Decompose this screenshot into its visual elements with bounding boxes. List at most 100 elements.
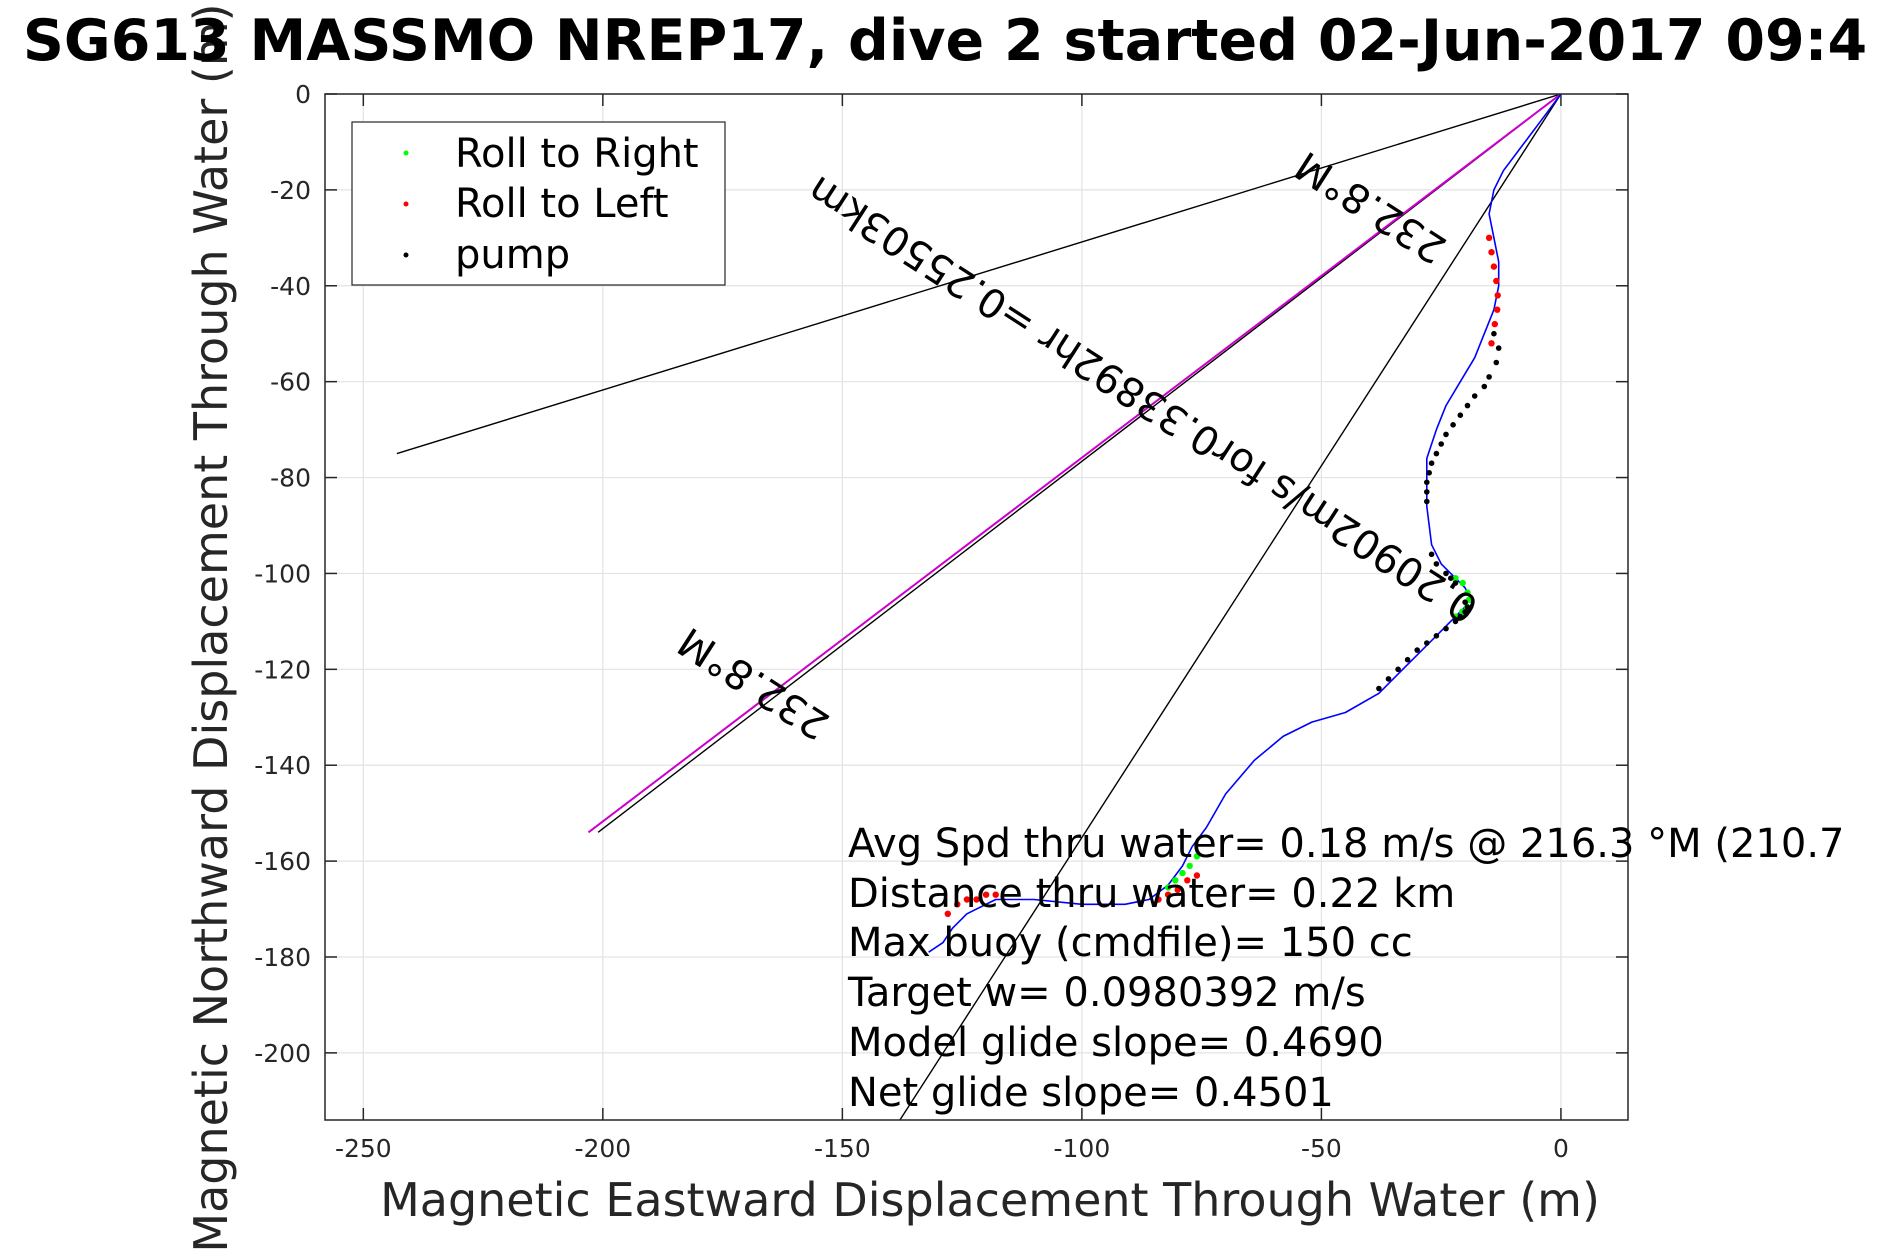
pump-point — [1414, 647, 1420, 653]
pump-point — [1438, 441, 1444, 447]
roll-left-point — [1490, 263, 1498, 270]
roll-left-point — [1488, 340, 1495, 347]
y-tick-label: -100 — [254, 559, 311, 588]
roll-left-point — [963, 896, 971, 903]
pump-point — [1486, 374, 1492, 380]
legend-label-roll-right: Roll to Right — [455, 131, 699, 177]
x-tick-label: 0 — [1553, 1134, 1569, 1163]
pump-point — [1385, 676, 1392, 682]
annotation-max-buoy: Max buoy (cmdfile)= 150 cc — [848, 920, 1413, 966]
pump-point — [1433, 450, 1440, 457]
annotation-target-w: Target w= 0.0980392 m/s — [847, 970, 1366, 1016]
annotation-avg-speed: Avg Spd thru water= 0.18 m/s @ 216.3 °M … — [848, 821, 1844, 867]
pump-point — [1443, 431, 1449, 438]
roll-left-point — [1174, 886, 1181, 894]
pump-point — [1448, 575, 1454, 581]
pump-point — [1443, 570, 1449, 577]
roll-right-point — [1193, 853, 1201, 860]
plot-frame — [324, 93, 1629, 1121]
legend-label-roll-left: Roll to Left — [455, 181, 669, 227]
pump-point — [1452, 580, 1459, 586]
x-tick-label: -100 — [1054, 1134, 1111, 1163]
roll-right-point — [1464, 589, 1471, 596]
roll-right-point — [1164, 884, 1172, 891]
y-tick-label: -60 — [270, 368, 311, 397]
pump-point — [1424, 498, 1430, 505]
chart-title: SG613 MASSMO NREP17, dive 2 started 02-J… — [23, 8, 1867, 74]
y-tick-label: -40 — [270, 272, 311, 301]
legend-box — [351, 121, 726, 286]
annotation-distance: Distance thru water= 0.22 km — [848, 871, 1455, 917]
roll-right-point — [1452, 613, 1459, 620]
reference-line — [899, 94, 1562, 1120]
y-tick-label: -20 — [270, 176, 311, 205]
pump-point — [1428, 460, 1435, 467]
pump-point — [1464, 604, 1471, 610]
y-tick-label: -140 — [254, 751, 311, 780]
pump-point — [1452, 618, 1459, 625]
pump-point — [1462, 609, 1468, 615]
roll-left-point — [992, 891, 999, 898]
pump-point — [1495, 345, 1502, 351]
legend: Roll to Right Roll to Left pump — [351, 121, 726, 286]
roll-left-point — [1485, 234, 1493, 241]
x-tick-labels: -250 -200 -150 -100 -50 0 — [335, 1134, 1569, 1163]
x-tick-label: -150 — [814, 1134, 871, 1163]
roll-left-point — [1164, 891, 1172, 898]
x-tick-label: -200 — [574, 1134, 631, 1163]
pump-point — [1433, 633, 1440, 639]
roll-right-point — [1452, 575, 1459, 582]
pump-point — [1481, 383, 1488, 390]
roll-right-point — [1459, 579, 1466, 587]
legend-marker-pump — [403, 252, 409, 258]
pump-point — [1443, 625, 1449, 632]
y-tick-label: -200 — [254, 1039, 311, 1068]
roll-left-point — [1488, 249, 1495, 256]
roll-left-point — [1493, 277, 1500, 285]
y-tick-label: -80 — [270, 464, 311, 493]
pump-point — [1433, 561, 1440, 567]
legend-marker-roll-left — [403, 201, 409, 207]
y-tick-label: -120 — [254, 655, 311, 684]
annotation-model-glide: Model glide slope= 0.4690 — [848, 1020, 1384, 1066]
roll-left-point — [1155, 896, 1162, 903]
x-tick-label: -50 — [1301, 1134, 1342, 1163]
pump-point — [1457, 613, 1464, 620]
roll-left-point — [982, 891, 990, 898]
y-tick-labels: 0 -20 -40 -60 -80 -100 -120 -140 -160 -180 -200 — [254, 80, 311, 1068]
pump-point — [1464, 402, 1471, 409]
pump-point — [1395, 666, 1401, 673]
x-tick-marks — [362, 94, 1562, 1120]
pump-point — [1457, 412, 1464, 419]
roll-left-point — [944, 910, 951, 917]
roll-left-point — [973, 896, 980, 903]
series-layer — [396, 94, 1562, 1120]
stats-annotation: Avg Spd thru water= 0.18 m/s @ 216.3 °M … — [847, 821, 1844, 1116]
legend-label-pump: pump — [455, 232, 570, 278]
y-axis-label: Magnetic Northward Displacement Through … — [184, 3, 238, 1252]
legend-marker-roll-right — [403, 150, 409, 156]
x-axis-label: Magnetic Eastward Displacement Through W… — [380, 1173, 1600, 1227]
reference-line — [396, 94, 1562, 455]
pump-point — [1404, 656, 1411, 663]
y-tick-label: -160 — [254, 847, 311, 876]
roll-left-point — [1494, 292, 1501, 299]
y-tick-label: 0 — [295, 80, 311, 109]
y-tick-marks — [325, 93, 1628, 1054]
pump-point — [1491, 330, 1497, 337]
pump-point — [1471, 393, 1478, 399]
pump-point — [1493, 359, 1500, 366]
annotation-net-glide: Net glide slope= 0.4501 — [848, 1070, 1334, 1116]
roll-left-point — [1193, 872, 1201, 879]
roll-right-point — [1186, 862, 1193, 870]
roll-left-point — [1494, 306, 1501, 313]
roll-left-point — [954, 901, 961, 908]
y-tick-label: -180 — [254, 943, 311, 972]
roll-left-point — [1491, 320, 1499, 328]
pump-point — [1424, 489, 1430, 495]
pump-point — [1376, 685, 1382, 692]
pump-point — [1450, 422, 1456, 428]
heading-line — [587, 94, 1562, 834]
pump-point — [1424, 640, 1430, 646]
